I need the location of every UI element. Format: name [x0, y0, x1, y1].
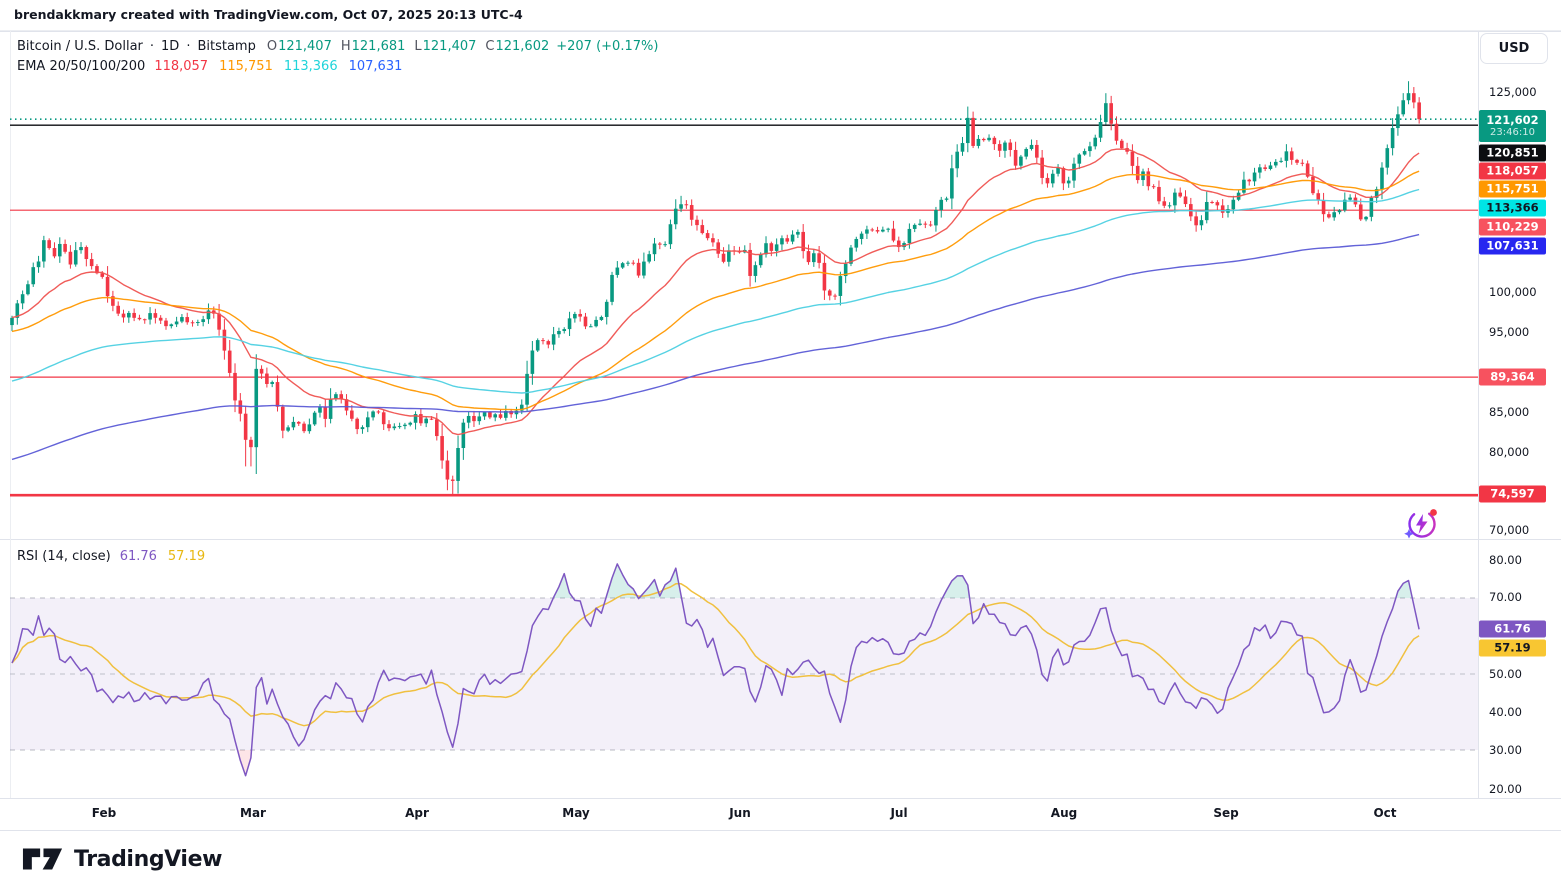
ema-value-1: 115,751	[219, 59, 273, 74]
price-badge-74,597[interactable]: 74,597	[1479, 485, 1546, 503]
price-badge-118,057[interactable]: 118,057	[1479, 162, 1546, 180]
price-badge-57.19[interactable]: 57.19	[1479, 639, 1546, 657]
axis-label-100,000: 100,000	[1489, 285, 1537, 299]
ohlc-key: O	[266, 39, 278, 54]
badge-value: 57.19	[1494, 640, 1531, 655]
price-badge-115,751[interactable]: 115,751	[1479, 180, 1546, 198]
price-badge-89,364[interactable]: 89,364	[1479, 368, 1546, 386]
ohlc-l: L 121,407	[414, 39, 476, 54]
badge-value: 113,366	[1486, 200, 1539, 215]
axis-label-70,000: 70,000	[1489, 523, 1530, 537]
tradingview-logo-glyph	[22, 848, 63, 870]
ohlc-o: O 121,407	[267, 39, 332, 54]
lightning-boost-icon[interactable]	[1402, 503, 1442, 543]
tradingview-logo[interactable]: TradingView	[22, 845, 222, 873]
rsi-legend[interactable]: RSI (14, close) 61.76 57.19	[17, 549, 205, 564]
ema-legend-values: 118,057 115,751 113,366 107,631	[154, 59, 402, 74]
ema-legend-label: EMA 20/50/100/200	[17, 59, 146, 74]
topbar-divider	[0, 30, 1561, 31]
bolt-glyph	[1416, 514, 1428, 534]
attribution-text: brendakkmary created with TradingView.co…	[14, 7, 523, 22]
month-label-Apr[interactable]: Apr	[405, 806, 429, 820]
axis-label-95,000: 95,000	[1489, 325, 1530, 339]
ohlc-value: 121,407	[278, 39, 332, 54]
badge-value: 120,851	[1486, 145, 1539, 160]
tradingview-logo-text: TradingView	[74, 846, 223, 872]
badge-value: 61.76	[1494, 621, 1531, 636]
ohlc-key: H	[340, 39, 351, 54]
badge-value: 110,229	[1486, 219, 1539, 234]
ema-value-0: 118,057	[154, 59, 209, 74]
month-label-Jul[interactable]: Jul	[890, 806, 908, 820]
notification-dot	[1430, 509, 1437, 516]
rsi-legend-label: RSI (14, close)	[17, 549, 111, 564]
ohlc-key: C	[485, 39, 495, 54]
badge-value: 107,631	[1486, 238, 1539, 253]
axis-label-40.00: 40.00	[1489, 705, 1522, 719]
month-label-Aug[interactable]: Aug	[1050, 806, 1078, 820]
ohlc-c: C 121,602	[485, 39, 549, 54]
price-badge-121,602[interactable]: 121,602 23:46:10	[1479, 110, 1546, 142]
ohlc-value: 121,602	[495, 39, 550, 54]
month-label-Oct[interactable]: Oct	[1373, 806, 1397, 820]
rsi-value-0: 61.76	[119, 549, 157, 564]
ohlc-h: H 121,681	[341, 39, 406, 54]
price-badge-61.76[interactable]: 61.76	[1479, 620, 1546, 638]
month-label-Sep[interactable]: Sep	[1213, 806, 1239, 820]
ema-value-3: 107,631	[348, 59, 403, 74]
price-badge-110,229[interactable]: 110,229	[1479, 218, 1546, 236]
axis-label-70.00: 70.00	[1489, 590, 1522, 604]
sparkle-glyph	[1404, 529, 1414, 539]
rsi-value-1: 57.19	[167, 549, 206, 564]
symbol-exchange: Bitstamp	[197, 39, 256, 54]
axis-label-20.00: 20.00	[1489, 782, 1522, 796]
price-badge-113,366[interactable]: 113,366	[1479, 199, 1546, 217]
month-label-Feb[interactable]: Feb	[91, 806, 117, 820]
ohlc-key: L	[414, 39, 422, 54]
ema-value-2: 113,366	[283, 59, 338, 74]
axis-label-30.00: 30.00	[1489, 743, 1522, 757]
axis-label-50.00: 50.00	[1489, 667, 1522, 681]
change-value: +207 (+0.17%)	[556, 39, 659, 54]
badge-value: 121,602	[1486, 112, 1539, 127]
badge-countdown: 23:46:10	[1490, 126, 1535, 138]
ema-legend[interactable]: EMA 20/50/100/200 118,057 115,751 113,366 1…	[17, 59, 402, 74]
time-axis[interactable]: Feb Mar Apr May Jun Jul Aug Sep Oct	[0, 798, 1561, 831]
badge-value: 89,364	[1490, 369, 1535, 384]
rsi-legend-values: 61.76 57.19	[120, 549, 205, 564]
symbol-interval: 1D	[161, 39, 180, 54]
axis-label-80.00: 80.00	[1489, 553, 1522, 567]
axis-label-80,000: 80,000	[1489, 445, 1530, 459]
month-label-Mar[interactable]: Mar	[240, 806, 266, 820]
month-label-May[interactable]: May	[562, 806, 590, 820]
axis-label-85,000: 85,000	[1489, 405, 1530, 419]
ohlc-value: 121,681	[351, 39, 406, 54]
symbol-title: Bitcoin / U.S. Dollar	[17, 39, 143, 54]
currency-toggle-button[interactable]: USD	[1480, 33, 1548, 64]
legend-separator: ·	[186, 39, 191, 54]
axis-label-125,000: 125,000	[1489, 85, 1537, 99]
ohlc-value: 121,407	[422, 39, 477, 54]
month-label-Jun[interactable]: Jun	[729, 806, 751, 820]
price-badge-107,631[interactable]: 107,631	[1479, 237, 1546, 255]
badge-value: 115,751	[1486, 181, 1539, 196]
badge-value: 74,597	[1490, 486, 1535, 501]
badge-value: 118,057	[1486, 163, 1539, 178]
price-badge-120,851[interactable]: 120,851	[1479, 144, 1546, 162]
ohlc-values: O 121,407 H 121,681 L 121,407 C 121,602	[267, 39, 549, 54]
legend-separator: ·	[149, 39, 155, 54]
